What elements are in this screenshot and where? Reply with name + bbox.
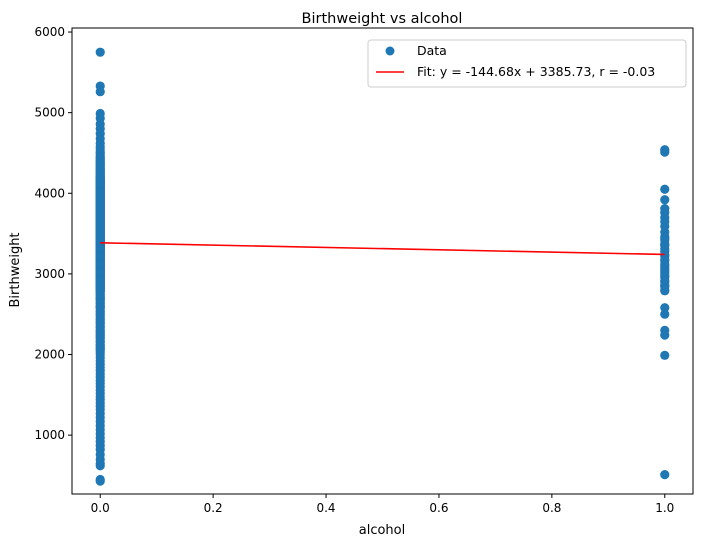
data-point (660, 470, 670, 480)
data-point (95, 284, 105, 294)
x-tick-label: 0.6 (429, 501, 448, 515)
legend: Data Fit: y = -144.68x + 3385.73, r = -0… (367, 39, 687, 88)
data-point (660, 233, 670, 244)
x-tick-label: 0.0 (91, 501, 110, 515)
x-tick-label: 1.0 (655, 501, 674, 515)
y-tick-label: 6000 (34, 25, 65, 39)
legend-marker-data (385, 46, 395, 56)
x-tick-label: 0.2 (204, 501, 223, 515)
data-point (95, 203, 105, 214)
fit-line (100, 242, 665, 256)
data-point (95, 212, 105, 222)
legend-box (367, 39, 687, 88)
data-point (660, 303, 670, 313)
data-point (660, 195, 670, 205)
data-point (660, 350, 670, 360)
data-point (95, 252, 105, 262)
legend-label-data: Data (417, 43, 447, 58)
data-point (95, 159, 105, 169)
y-tick-label: 2000 (34, 348, 65, 362)
x-axis-label: alcohol (359, 523, 405, 538)
chart-title: Birthweight vs alcohol (302, 11, 463, 27)
data-point (95, 476, 105, 486)
y-axis-ticks: 1000 2000 3000 4000 5000 6000 (34, 25, 72, 442)
y-tick-label: 4000 (34, 186, 65, 200)
data-point (660, 147, 670, 157)
data-point (95, 276, 105, 286)
x-axis-ticks: 0.0 0.2 0.4 0.6 0.8 1.0 (91, 494, 674, 515)
plot-area-background (72, 28, 693, 494)
data-point (95, 178, 105, 188)
legend-label-fit: Fit: y = -144.68x + 3385.73, r = -0.03 (417, 64, 655, 79)
data-point (95, 268, 105, 278)
x-tick-label: 0.8 (542, 501, 561, 515)
data-point (660, 330, 670, 340)
y-tick-label: 1000 (34, 428, 65, 442)
data-point (95, 228, 105, 238)
data-point (660, 309, 670, 319)
data-point (660, 285, 670, 295)
y-tick-label: 3000 (34, 267, 65, 281)
data-point (95, 244, 105, 254)
data-point (95, 344, 105, 354)
data-point (660, 184, 670, 194)
data-point (95, 461, 105, 471)
points-layer (95, 47, 670, 486)
data-point (95, 220, 105, 230)
y-axis-label: Birthweight (8, 232, 23, 307)
data-point (95, 187, 105, 198)
x-tick-label: 0.4 (316, 501, 335, 515)
data-point (95, 260, 105, 270)
data-point (660, 216, 670, 227)
data-point (95, 236, 105, 246)
y-tick-label: 5000 (34, 106, 65, 120)
plot-frame (71, 27, 694, 495)
data-point (95, 87, 105, 97)
data-point (95, 47, 105, 57)
fit-layer (100, 242, 665, 256)
data-point (95, 195, 105, 206)
